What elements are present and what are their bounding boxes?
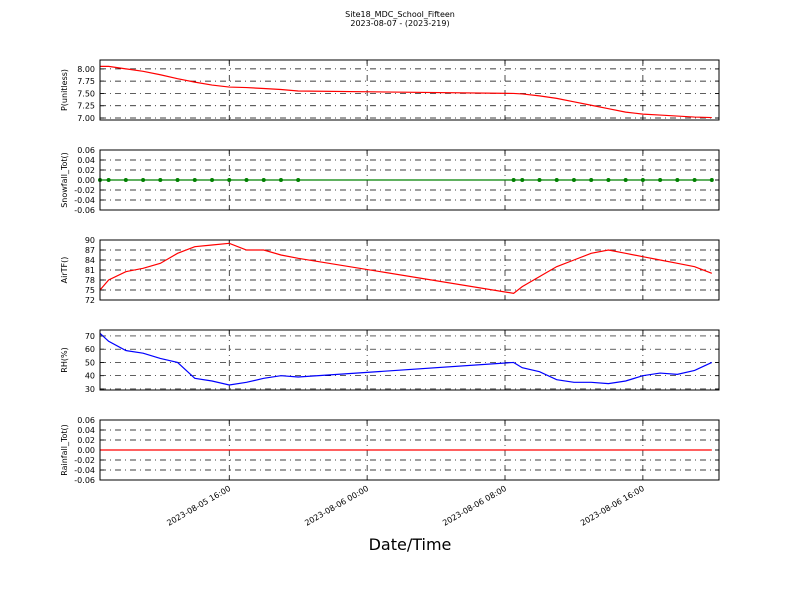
plot-frame bbox=[99, 149, 720, 211]
data-point bbox=[571, 178, 576, 182]
x-tick-label: 2023-08-05 16:00 bbox=[165, 484, 232, 528]
y-tick-label: 0.06 bbox=[77, 146, 95, 155]
y-tick-label: 75 bbox=[85, 286, 95, 295]
y-tick-label: 0.02 bbox=[77, 436, 95, 445]
y-tick-label: 0.04 bbox=[77, 426, 95, 435]
y-tick-label: -0.04 bbox=[74, 196, 95, 205]
y-tick-label: 0.06 bbox=[77, 416, 95, 425]
y-tick-label: -0.06 bbox=[74, 476, 95, 485]
data-point bbox=[175, 178, 180, 182]
plot-frame bbox=[99, 419, 720, 481]
data-point bbox=[261, 178, 266, 182]
y-tick-label: 70 bbox=[85, 332, 95, 341]
chart-subtitle: 2023-08-07 - (2023-219) bbox=[350, 19, 449, 28]
x-tick-label: 2023-08-06 16:00 bbox=[579, 484, 646, 528]
y-axis-label: P(unitless) bbox=[60, 69, 69, 111]
data-point bbox=[606, 178, 611, 182]
data-point bbox=[296, 178, 301, 182]
y-tick-label: 87 bbox=[85, 246, 95, 255]
chart-title: Site18_MDC_School_Fifteen bbox=[345, 10, 455, 19]
y-tick-label: 90 bbox=[85, 236, 95, 245]
y-tick-label: 0.04 bbox=[77, 156, 95, 165]
y-tick-label: 84 bbox=[85, 256, 95, 265]
y-tick-label: 60 bbox=[85, 345, 95, 354]
data-point bbox=[520, 178, 525, 182]
data-point bbox=[106, 178, 111, 182]
y-tick-label: 30 bbox=[85, 385, 95, 394]
data-point bbox=[709, 178, 714, 182]
data-point bbox=[123, 178, 128, 182]
data-line bbox=[99, 242, 713, 294]
y-tick-label: -0.02 bbox=[74, 456, 95, 465]
x-axis-label: Date/Time bbox=[369, 535, 452, 554]
y-tick-label: 81 bbox=[85, 266, 95, 275]
y-tick-label: 7.00 bbox=[77, 114, 95, 123]
y-tick-label: -0.06 bbox=[74, 206, 95, 215]
y-tick-label: 7.25 bbox=[77, 102, 95, 111]
y-tick-label: 7.75 bbox=[77, 77, 95, 86]
plot-frame bbox=[99, 239, 720, 301]
plot-frame bbox=[99, 59, 720, 121]
y-axis-label: AirTF() bbox=[60, 257, 69, 284]
data-point bbox=[640, 178, 645, 182]
y-tick-label: 8.00 bbox=[77, 65, 95, 74]
data-point bbox=[158, 178, 163, 182]
data-point bbox=[589, 178, 594, 182]
y-tick-label: -0.02 bbox=[74, 186, 95, 195]
data-point bbox=[658, 178, 663, 182]
y-axis-label: RH(%) bbox=[60, 347, 69, 372]
data-point bbox=[244, 178, 249, 182]
data-point bbox=[675, 178, 680, 182]
y-axis-label: Snowfall_Tot() bbox=[60, 152, 69, 208]
y-axis-label: Rainfall_Tot() bbox=[60, 424, 69, 476]
data-line bbox=[99, 332, 713, 386]
data-point bbox=[537, 178, 542, 182]
y-tick-label: 0.00 bbox=[77, 446, 95, 455]
y-tick-label: 40 bbox=[85, 372, 95, 381]
data-point bbox=[554, 178, 559, 182]
data-point bbox=[141, 178, 146, 182]
data-point bbox=[511, 178, 516, 182]
data-point bbox=[278, 178, 283, 182]
data-point bbox=[227, 178, 232, 182]
y-tick-label: 72 bbox=[85, 296, 95, 305]
y-tick-label: 78 bbox=[85, 276, 95, 285]
data-point bbox=[210, 178, 215, 182]
data-point bbox=[192, 178, 197, 182]
y-tick-label: 0.02 bbox=[77, 166, 95, 175]
y-tick-label: -0.04 bbox=[74, 466, 95, 475]
data-point bbox=[692, 178, 697, 182]
data-line bbox=[100, 65, 712, 119]
x-tick-label: 2023-08-06 00:00 bbox=[303, 484, 370, 528]
y-tick-label: 0.00 bbox=[77, 176, 95, 185]
y-tick-label: 50 bbox=[85, 358, 95, 367]
y-tick-label: 7.50 bbox=[77, 89, 95, 98]
x-tick-label: 2023-08-06 08:00 bbox=[441, 484, 508, 528]
plot-frame bbox=[99, 329, 720, 391]
data-point bbox=[623, 178, 628, 182]
